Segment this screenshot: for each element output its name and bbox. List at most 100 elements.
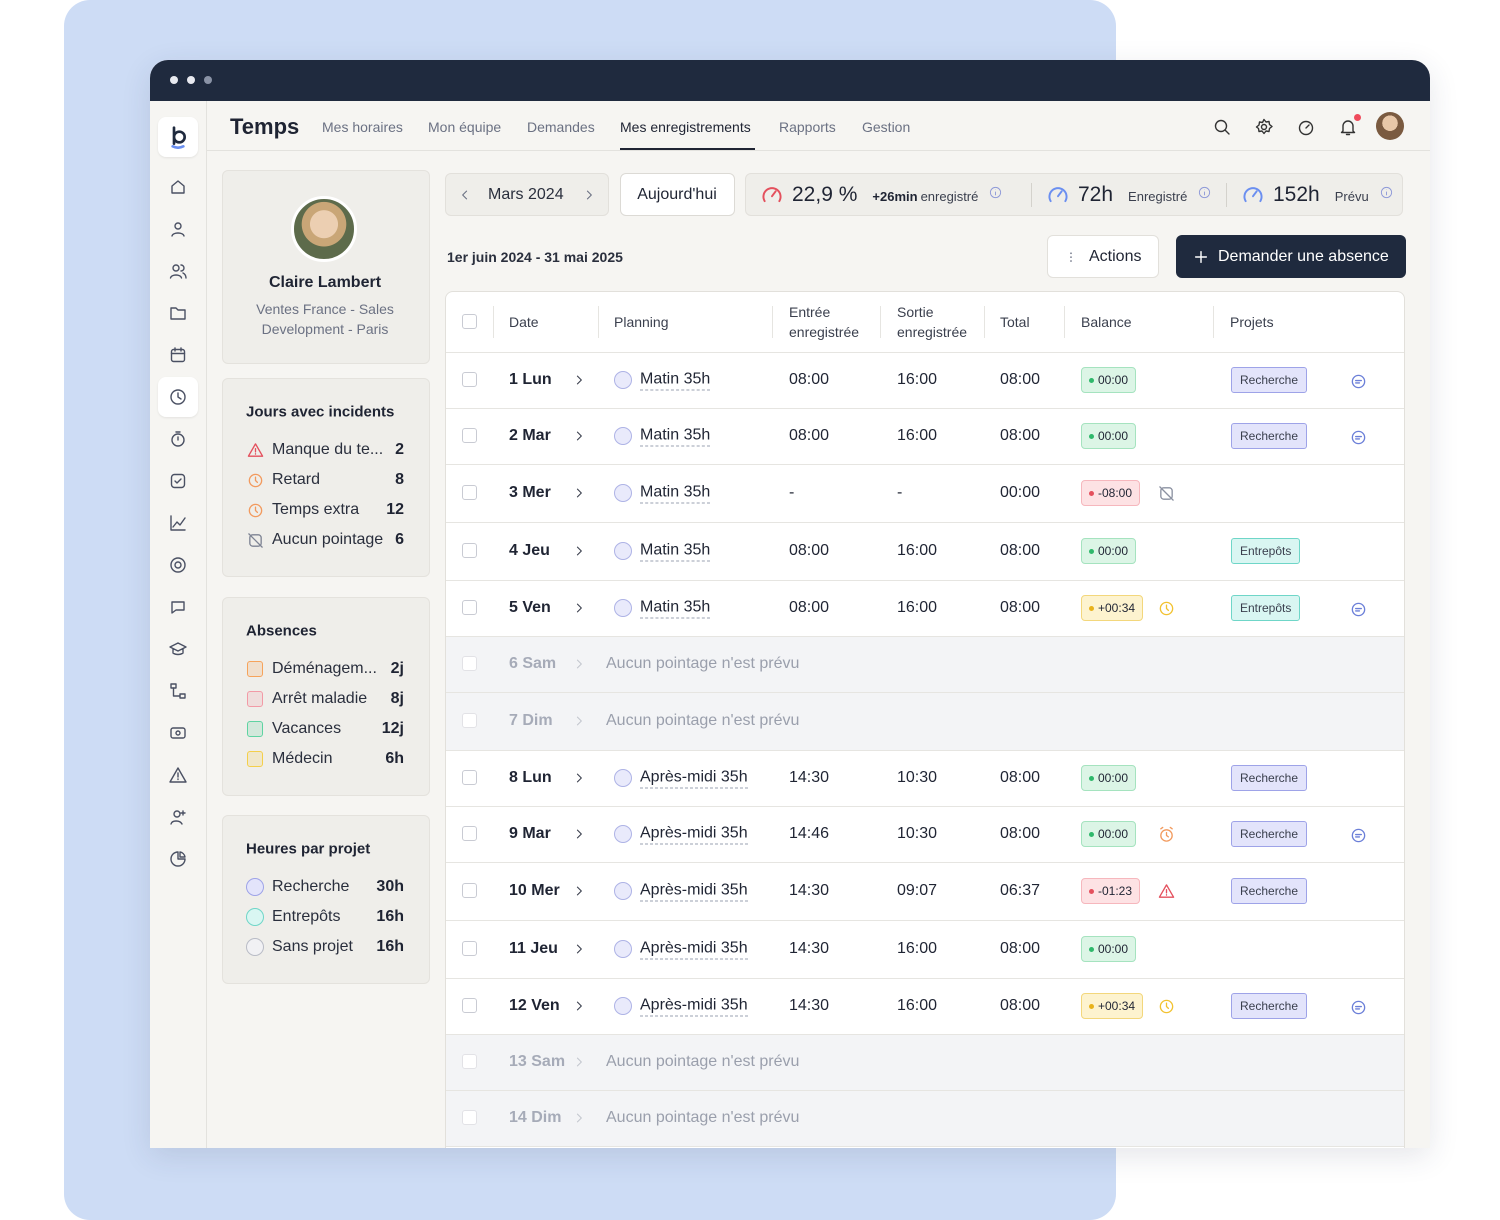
sidebar-icon[interactable] xyxy=(169,556,187,574)
comment-icon[interactable] xyxy=(1350,373,1367,390)
expand-row[interactable] xyxy=(572,714,586,728)
balance-badge: 00:00 xyxy=(1081,821,1137,847)
row-checkbox[interactable] xyxy=(462,826,477,841)
row-checkbox[interactable] xyxy=(462,883,477,898)
stat: 72h Enregistré xyxy=(1078,183,1211,207)
sidebar-icon[interactable] xyxy=(169,262,187,280)
comment-icon[interactable] xyxy=(1350,827,1367,844)
comment-icon-glyph xyxy=(1351,430,1365,444)
sidebar-icon[interactable] xyxy=(169,472,187,490)
row-checkbox[interactable] xyxy=(462,485,477,500)
row-checkbox[interactable] xyxy=(462,372,477,387)
nav-tab[interactable]: Rapports xyxy=(779,119,836,135)
prev-month-glyph xyxy=(462,190,468,200)
sidebar-icon[interactable] xyxy=(169,430,187,448)
row-checkbox[interactable] xyxy=(462,428,477,443)
project-swatch xyxy=(246,878,264,896)
expand-row[interactable] xyxy=(572,373,586,387)
row-total: 08:00 xyxy=(1000,542,1041,559)
stat-gauge-glyph xyxy=(1048,187,1068,203)
row-note: Aucun pointage n'est prévu xyxy=(606,655,800,672)
planning-dot xyxy=(614,484,632,502)
nav-tab[interactable]: Gestion xyxy=(862,119,911,135)
sidebar-icon[interactable] xyxy=(169,304,187,322)
nav-tab[interactable]: Mes enregistrements xyxy=(620,119,751,135)
row-checkbox[interactable] xyxy=(462,1110,477,1125)
sidebar-icon[interactable] xyxy=(169,388,187,406)
row-checkbox[interactable] xyxy=(462,314,477,329)
balance-badge: -08:00 xyxy=(1081,480,1141,506)
row-divider xyxy=(446,1034,1404,1035)
comment-icon[interactable] xyxy=(1350,429,1367,446)
expand-row[interactable] xyxy=(572,544,586,558)
header-icon[interactable] xyxy=(1213,118,1231,136)
row-planning: Après-midi 35h xyxy=(640,824,748,845)
expand-row[interactable] xyxy=(572,884,586,898)
row-checkbox[interactable] xyxy=(462,1054,477,1069)
expand-row-glyph xyxy=(576,716,582,726)
sidebar-icon[interactable] xyxy=(169,766,187,784)
expand-row[interactable] xyxy=(572,1055,586,1069)
header-icon[interactable] xyxy=(1339,118,1357,136)
sidebar-icon[interactable] xyxy=(169,808,187,826)
sidebar-icon[interactable] xyxy=(169,346,187,364)
row-divider xyxy=(446,750,1404,751)
row-in: - xyxy=(789,484,795,501)
sidebar-icon[interactable] xyxy=(169,178,187,196)
sidebar-icon[interactable] xyxy=(169,682,187,700)
nav-tab[interactable]: Demandes xyxy=(527,119,595,135)
expand-row[interactable] xyxy=(572,429,586,443)
row-checkbox[interactable] xyxy=(462,998,477,1013)
today-button[interactable] xyxy=(620,173,735,216)
request-button[interactable] xyxy=(1176,235,1406,278)
info-icon[interactable] xyxy=(1380,186,1393,204)
expand-row-glyph xyxy=(576,431,582,441)
incident-icon xyxy=(247,442,264,459)
profile-photo xyxy=(291,196,357,262)
sidebar-icon[interactable] xyxy=(169,850,187,868)
window-dot xyxy=(170,76,178,84)
comment-icon-glyph xyxy=(1351,828,1365,842)
header-icon[interactable] xyxy=(1255,118,1273,136)
row-checkbox[interactable] xyxy=(462,713,477,728)
comment-icon[interactable] xyxy=(1350,601,1367,618)
row-day: 6 Sam xyxy=(509,655,557,672)
nav-tab[interactable]: Mon équipe xyxy=(428,119,502,135)
info-icon[interactable] xyxy=(1198,186,1211,204)
sidebar-icon[interactable] xyxy=(169,598,187,616)
expand-row[interactable] xyxy=(572,486,586,500)
expand-row[interactable] xyxy=(572,601,586,615)
header-icon[interactable] xyxy=(1297,118,1315,136)
expand-row[interactable] xyxy=(572,942,586,956)
info-icon[interactable] xyxy=(989,186,1002,204)
user-avatar[interactable] xyxy=(1376,112,1404,140)
row-divider xyxy=(446,1090,1404,1091)
expand-row[interactable] xyxy=(572,657,586,671)
expand-row[interactable] xyxy=(572,827,586,841)
row-checkbox[interactable] xyxy=(462,543,477,558)
sidebar-icon-glyph xyxy=(171,431,185,447)
sidebar-icon[interactable] xyxy=(169,220,187,238)
sidebar-icon[interactable] xyxy=(169,640,187,658)
sidebar-icon[interactable] xyxy=(169,514,187,532)
row-checkbox[interactable] xyxy=(462,770,477,785)
list-value: 6 xyxy=(395,531,404,548)
actions-button[interactable] xyxy=(1047,235,1159,278)
row-divider xyxy=(446,352,1404,353)
nav-tab[interactable]: Mes horaires xyxy=(322,119,403,135)
row-day: 10 Mer xyxy=(509,882,560,899)
row-checkbox[interactable] xyxy=(462,600,477,615)
row-checkbox[interactable] xyxy=(462,941,477,956)
expand-row[interactable] xyxy=(572,771,586,785)
row-planning: Matin 35h xyxy=(640,426,711,447)
project-tag: Entrepôts xyxy=(1231,538,1301,564)
comment-icon[interactable] xyxy=(1350,999,1367,1016)
expand-row[interactable] xyxy=(572,1111,586,1125)
sidebar-icon-glyph xyxy=(170,515,186,531)
status-icon-glyph xyxy=(1158,883,1174,898)
next-month[interactable] xyxy=(582,188,596,202)
expand-row[interactable] xyxy=(572,999,586,1013)
sidebar-icon[interactable] xyxy=(169,724,187,742)
row-checkbox[interactable] xyxy=(462,656,477,671)
prev-month[interactable] xyxy=(458,188,472,202)
